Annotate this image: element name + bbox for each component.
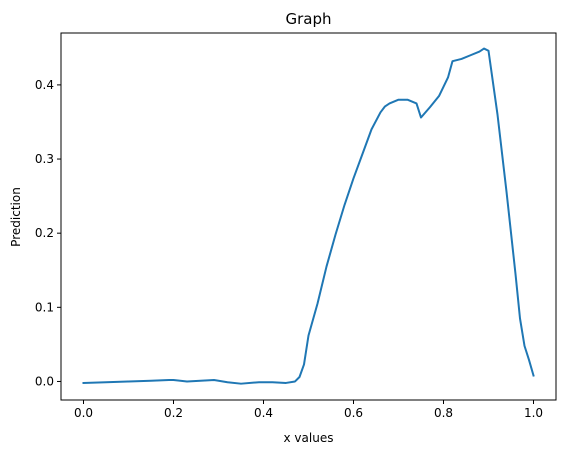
y-tick-label: 0.3 [35, 152, 54, 166]
x-tick-label: 0.8 [434, 406, 453, 420]
x-axis-label: x values [284, 431, 334, 445]
plot-area [60, 32, 557, 401]
y-tick-label: 0.2 [35, 226, 54, 240]
x-axis: 0.0 0.2 0.4 0.6 0.8 1.0 [74, 400, 543, 420]
y-tick-label: 0.1 [35, 300, 54, 314]
chart-title: Graph [285, 10, 331, 28]
x-tick-label: 0.2 [164, 406, 183, 420]
series-line-0 [82, 47, 535, 385]
x-tick-label: 0.6 [344, 406, 363, 420]
x-tick-label: 0.0 [74, 406, 93, 420]
y-tick-label: 0.4 [35, 78, 54, 92]
y-axis-label: Prediction [9, 187, 23, 247]
x-tick-label: 0.4 [254, 406, 273, 420]
x-tick-label: 1.0 [524, 406, 543, 420]
plot-frame [60, 32, 557, 401]
y-tick-label: 0.0 [35, 374, 54, 388]
y-axis: 0.0 0.1 0.2 0.3 0.4 [35, 78, 61, 388]
